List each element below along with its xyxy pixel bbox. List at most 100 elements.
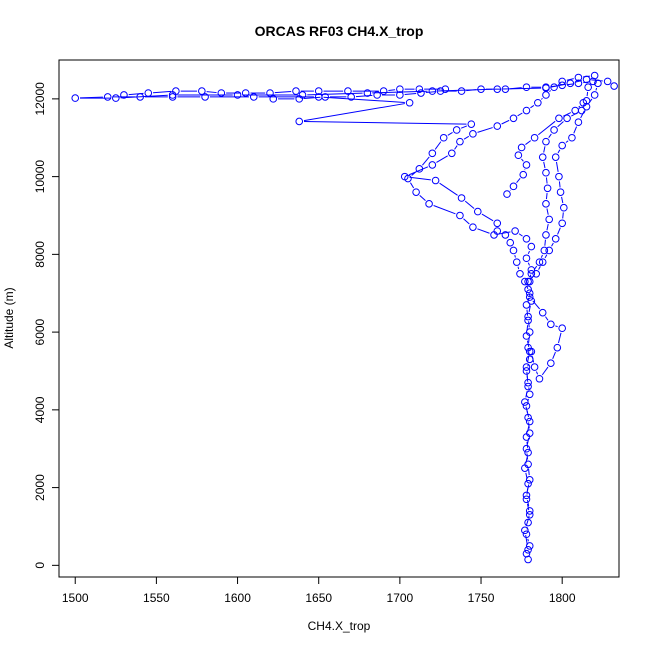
data-point bbox=[522, 161, 531, 169]
data-point bbox=[425, 200, 433, 208]
data-point bbox=[448, 149, 456, 158]
data-point bbox=[558, 81, 566, 90]
data-point bbox=[506, 238, 515, 247]
data-point bbox=[527, 269, 536, 278]
y-tick-label: 0 bbox=[33, 562, 47, 569]
series-1-segment bbox=[463, 135, 470, 140]
data-point bbox=[456, 211, 464, 220]
data-point bbox=[524, 545, 532, 554]
series-0-segment bbox=[528, 305, 531, 312]
data-point bbox=[417, 89, 425, 97]
data-point bbox=[249, 93, 258, 101]
series-4-segment bbox=[540, 254, 543, 258]
data-point bbox=[241, 89, 250, 97]
series-3-segment bbox=[558, 181, 561, 188]
data-point bbox=[584, 83, 592, 92]
data-point bbox=[524, 448, 532, 457]
data-point bbox=[532, 269, 541, 278]
series-layer bbox=[71, 71, 618, 564]
plot-frame bbox=[58, 59, 620, 578]
series-0-segment bbox=[518, 233, 523, 237]
data-point bbox=[530, 133, 539, 142]
data-point bbox=[534, 98, 542, 107]
series-1-segment bbox=[525, 519, 529, 526]
x-tick-label: 1600 bbox=[224, 591, 251, 605]
data-point bbox=[295, 117, 304, 126]
series-3-segment bbox=[538, 266, 541, 270]
data-point bbox=[527, 347, 536, 356]
series-1-segment bbox=[439, 182, 458, 196]
series-4-segment bbox=[543, 161, 546, 169]
series-0-segment bbox=[419, 195, 426, 201]
data-point bbox=[71, 94, 80, 102]
series-0-segment bbox=[477, 228, 490, 234]
data-point bbox=[469, 130, 477, 138]
data-point bbox=[522, 301, 531, 309]
data-point bbox=[551, 235, 560, 243]
data-point bbox=[558, 141, 566, 150]
data-point bbox=[538, 153, 547, 161]
data-point bbox=[579, 98, 588, 107]
series-1-segment bbox=[525, 457, 528, 464]
data-point bbox=[477, 85, 485, 93]
series-6-segment bbox=[550, 85, 558, 88]
series-6-segment bbox=[425, 91, 436, 94]
series-1-segment bbox=[526, 340, 530, 347]
data-point bbox=[103, 93, 112, 101]
data-point bbox=[550, 83, 558, 92]
data-point bbox=[543, 184, 552, 193]
data-point bbox=[379, 87, 388, 95]
series-1-segment bbox=[566, 78, 574, 81]
series-0-segment bbox=[447, 132, 453, 136]
data-point bbox=[501, 85, 510, 93]
data-point bbox=[503, 190, 511, 198]
data-point bbox=[590, 91, 599, 99]
data-point bbox=[493, 227, 502, 235]
y-axis: 0 2000 4000 6000 8000 10000 12000 bbox=[33, 82, 60, 569]
data-point bbox=[509, 246, 518, 255]
data-point bbox=[347, 93, 355, 101]
series-2-segment bbox=[531, 356, 535, 363]
data-point bbox=[519, 170, 528, 179]
data-point bbox=[542, 91, 550, 99]
data-point bbox=[525, 507, 534, 515]
series-1-segment bbox=[525, 391, 528, 398]
data-point bbox=[396, 91, 404, 99]
data-point bbox=[457, 194, 466, 202]
data-point bbox=[555, 114, 563, 123]
data-point bbox=[467, 120, 476, 128]
series-5-segment bbox=[538, 120, 556, 136]
series-0-segment bbox=[528, 321, 530, 328]
data-point bbox=[493, 219, 502, 228]
data-point bbox=[522, 83, 531, 92]
data-point bbox=[522, 495, 531, 504]
series-3-segment bbox=[562, 212, 564, 219]
data-point bbox=[517, 143, 526, 152]
series-4-segment bbox=[546, 208, 549, 215]
series-2-segment bbox=[535, 371, 539, 375]
data-point bbox=[400, 172, 409, 181]
data-point bbox=[540, 246, 549, 255]
series-0-segment bbox=[528, 422, 530, 429]
data-point bbox=[547, 359, 555, 368]
data-point bbox=[524, 277, 532, 286]
series-1-segment bbox=[526, 325, 529, 332]
series-5-segment bbox=[525, 140, 532, 145]
data-point bbox=[522, 332, 531, 340]
data-point bbox=[571, 106, 579, 115]
data-point bbox=[558, 324, 566, 333]
data-point bbox=[538, 258, 547, 266]
data-point bbox=[555, 172, 563, 181]
data-point bbox=[512, 258, 521, 266]
series-0-segment bbox=[498, 231, 511, 235]
data-point bbox=[525, 417, 534, 426]
data-point bbox=[441, 85, 450, 93]
series-1-segment bbox=[525, 535, 528, 546]
data-point bbox=[521, 464, 529, 472]
chart-title: ORCAS RF03 CH4.X_trop bbox=[255, 23, 424, 39]
data-point bbox=[522, 106, 531, 115]
series-0-segment bbox=[528, 468, 530, 476]
data-point bbox=[373, 91, 381, 99]
data-point bbox=[525, 511, 534, 519]
data-point bbox=[524, 316, 532, 325]
